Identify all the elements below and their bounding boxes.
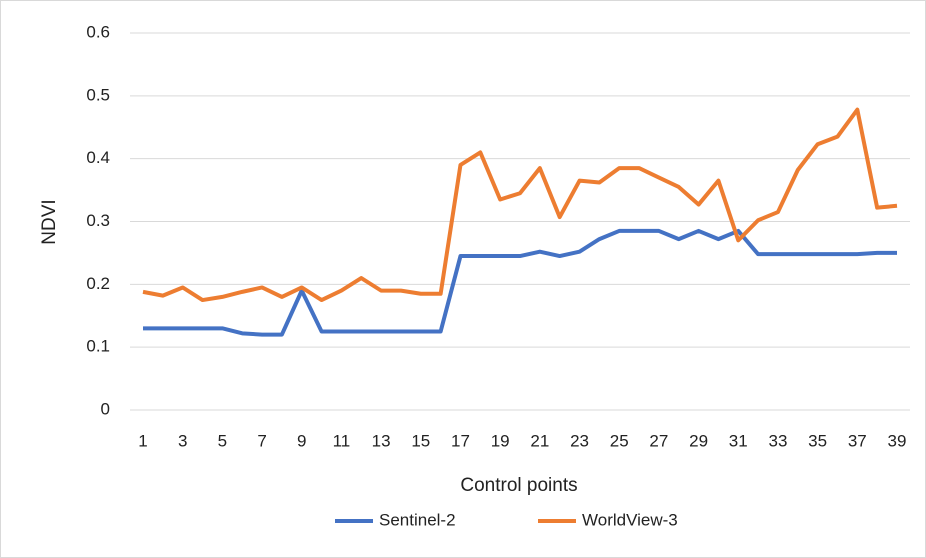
x-tick-label: 3 — [178, 431, 187, 450]
x-tick-label: 39 — [888, 431, 907, 450]
x-tick-label: 21 — [530, 431, 549, 450]
x-tick-label: 35 — [808, 431, 827, 450]
x-tick-label: 5 — [218, 431, 227, 450]
y-tick-label: 0 — [101, 399, 110, 418]
x-tick-label: 31 — [729, 431, 748, 450]
series-line — [142, 107, 898, 303]
x-tick-label: 29 — [689, 431, 708, 450]
legend-label: Sentinel-2 — [379, 510, 456, 529]
x-tick-label: 19 — [491, 431, 510, 450]
x-tick-label: 23 — [570, 431, 589, 450]
x-tick-label: 11 — [333, 431, 351, 450]
y-tick-label: 0.1 — [86, 337, 110, 356]
legend-label: WorldView-3 — [582, 510, 678, 529]
x-tick-label: 9 — [297, 431, 306, 450]
y-tick-label: 0.5 — [86, 85, 110, 104]
x-axis-label: Control points — [460, 475, 577, 496]
y-tick-label: 0.4 — [86, 148, 110, 167]
x-tick-label: 15 — [411, 431, 430, 450]
x-tick-label: 1 — [138, 431, 147, 450]
x-tick-label: 37 — [848, 431, 867, 450]
series-line — [143, 228, 897, 337]
y-tick-label: 0.2 — [86, 274, 110, 293]
x-tick-label: 33 — [768, 431, 787, 450]
x-tick-label: 25 — [610, 431, 629, 450]
x-tick-label: 13 — [372, 431, 391, 450]
x-tick-label: 27 — [649, 431, 668, 450]
x-tick-label: 17 — [451, 431, 470, 450]
x-tick-label: 7 — [257, 431, 266, 450]
y-tick-label: 0.6 — [86, 22, 110, 41]
y-axis-label: NDVI — [39, 199, 60, 244]
y-tick-label: 0.3 — [86, 211, 110, 230]
